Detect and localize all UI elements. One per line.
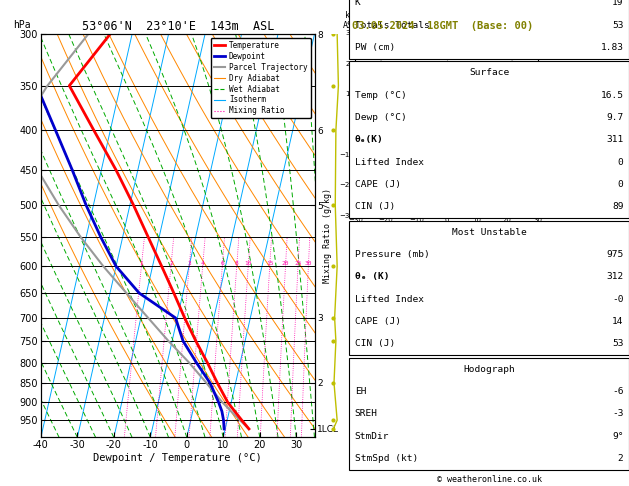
Bar bbox=[349, 221, 629, 355]
Text: 312: 312 bbox=[606, 272, 623, 281]
Legend: Temperature, Dewpoint, Parcel Trajectory, Dry Adiabat, Wet Adiabat, Isotherm, Mi: Temperature, Dewpoint, Parcel Trajectory… bbox=[211, 38, 311, 119]
Text: 09: 09 bbox=[468, 144, 474, 149]
Text: θₑ (K): θₑ (K) bbox=[355, 272, 389, 281]
Text: 10: 10 bbox=[245, 261, 252, 266]
Text: Lifted Index: Lifted Index bbox=[355, 295, 424, 304]
Text: 8: 8 bbox=[235, 261, 238, 266]
Text: 2: 2 bbox=[618, 454, 623, 463]
Text: 975: 975 bbox=[606, 250, 623, 259]
Text: 4: 4 bbox=[201, 261, 204, 266]
Text: 19: 19 bbox=[612, 0, 623, 7]
Text: 03.05.2024  18GMT  (Base: 00): 03.05.2024 18GMT (Base: 00) bbox=[352, 21, 533, 31]
Text: -6: -6 bbox=[612, 387, 623, 396]
Text: 6: 6 bbox=[220, 261, 224, 266]
Text: 9°: 9° bbox=[612, 432, 623, 441]
Text: 311: 311 bbox=[606, 135, 623, 144]
Text: θₑ(K): θₑ(K) bbox=[355, 135, 384, 144]
Text: CIN (J): CIN (J) bbox=[355, 203, 395, 211]
Text: 09: 09 bbox=[465, 132, 471, 137]
Text: 53: 53 bbox=[612, 21, 623, 30]
Text: StmDir: StmDir bbox=[355, 432, 389, 441]
Text: 2: 2 bbox=[169, 261, 173, 266]
Text: SREH: SREH bbox=[355, 409, 377, 418]
Title: 53°06'N  23°10'E  143m  ASL: 53°06'N 23°10'E 143m ASL bbox=[82, 20, 274, 33]
Text: 15: 15 bbox=[266, 261, 274, 266]
Text: 16.5: 16.5 bbox=[601, 90, 623, 100]
Text: Lifted Index: Lifted Index bbox=[355, 157, 424, 167]
Text: CAPE (J): CAPE (J) bbox=[355, 180, 401, 189]
Text: StmSpd (kt): StmSpd (kt) bbox=[355, 454, 418, 463]
Text: Hodograph: Hodograph bbox=[463, 364, 515, 374]
Text: 30: 30 bbox=[304, 261, 312, 266]
Text: -0: -0 bbox=[612, 295, 623, 304]
Text: kt: kt bbox=[359, 36, 369, 45]
Text: Mixing Ratio (g/kg): Mixing Ratio (g/kg) bbox=[323, 188, 331, 283]
Text: PW (cm): PW (cm) bbox=[355, 43, 395, 52]
Bar bbox=[349, 358, 629, 470]
Text: 1: 1 bbox=[140, 261, 143, 266]
Text: 20: 20 bbox=[282, 261, 289, 266]
Text: 25: 25 bbox=[294, 261, 302, 266]
Text: 3: 3 bbox=[187, 261, 191, 266]
Text: CIN (J): CIN (J) bbox=[355, 340, 395, 348]
Text: © weatheronline.co.uk: © weatheronline.co.uk bbox=[437, 475, 542, 484]
Text: -3: -3 bbox=[612, 409, 623, 418]
Text: Pressure (mb): Pressure (mb) bbox=[355, 250, 430, 259]
Text: CAPE (J): CAPE (J) bbox=[355, 317, 401, 326]
Text: 14: 14 bbox=[612, 317, 623, 326]
Text: K: K bbox=[355, 0, 360, 7]
X-axis label: Dewpoint / Temperature (°C): Dewpoint / Temperature (°C) bbox=[93, 453, 262, 463]
Text: 0: 0 bbox=[618, 180, 623, 189]
Text: hPa: hPa bbox=[13, 20, 31, 30]
Text: 53: 53 bbox=[612, 340, 623, 348]
Text: Surface: Surface bbox=[469, 68, 509, 77]
Bar bbox=[349, 0, 629, 59]
Text: 9.7: 9.7 bbox=[606, 113, 623, 122]
Bar bbox=[349, 61, 629, 218]
Text: Totals Totals: Totals Totals bbox=[355, 21, 430, 30]
Text: 1.83: 1.83 bbox=[601, 43, 623, 52]
Text: Dewp (°C): Dewp (°C) bbox=[355, 113, 406, 122]
Text: Most Unstable: Most Unstable bbox=[452, 227, 526, 237]
Text: Temp (°C): Temp (°C) bbox=[355, 90, 406, 100]
Text: 0: 0 bbox=[618, 157, 623, 167]
Text: km
ASL: km ASL bbox=[343, 11, 357, 30]
Text: EH: EH bbox=[355, 387, 366, 396]
Text: 89: 89 bbox=[612, 203, 623, 211]
